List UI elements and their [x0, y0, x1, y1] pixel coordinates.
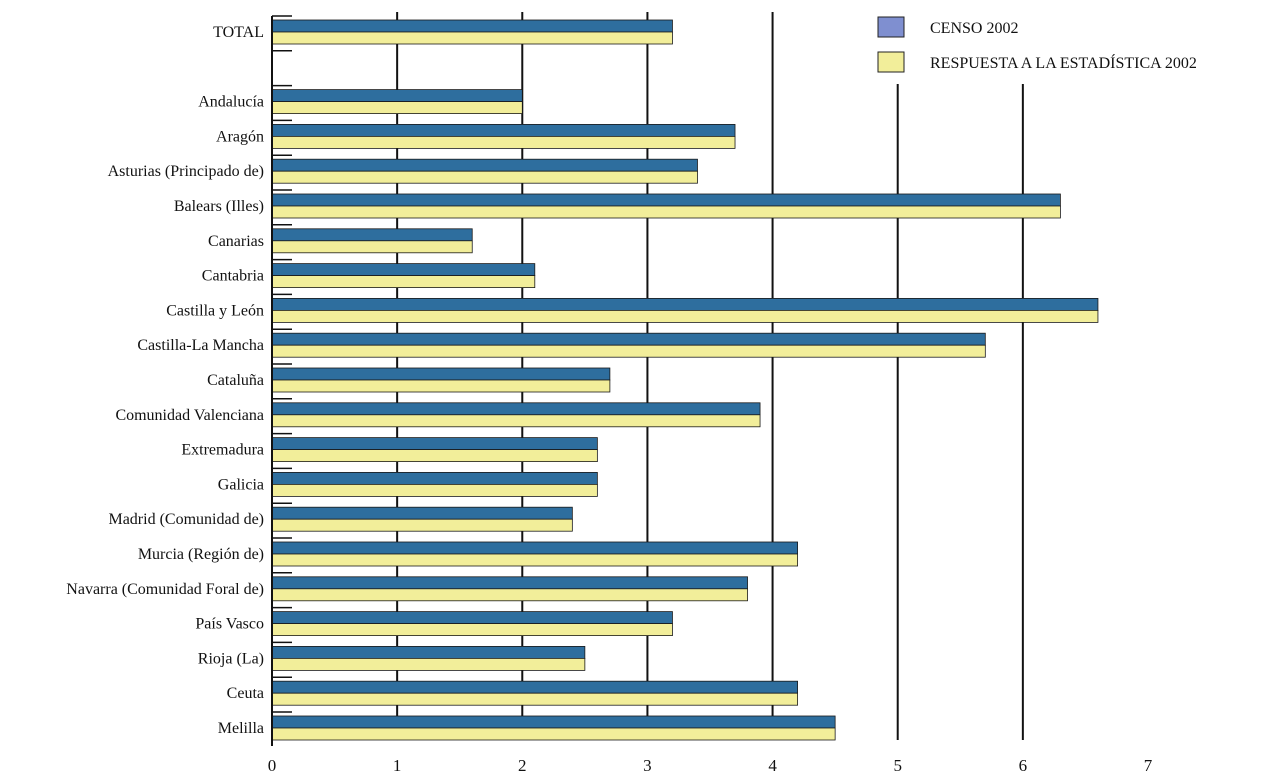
bar-censo — [271, 332, 986, 346]
bar-censo — [271, 263, 536, 277]
bar-respuesta — [271, 727, 836, 741]
category-label: Madrid (Comunidad de) — [108, 511, 264, 528]
x-tick-label: 3 — [643, 756, 652, 774]
bar-censo — [271, 576, 748, 590]
category-label: Asturias (Principado de) — [108, 163, 264, 180]
bar-respuesta — [271, 240, 473, 254]
bar-respuesta — [271, 449, 598, 463]
bar-respuesta — [271, 414, 761, 428]
bar-respuesta — [271, 658, 586, 671]
category-label: Balears (Illes) — [174, 198, 264, 215]
x-tick-label: 4 — [768, 756, 777, 774]
category-label: Aragón — [216, 128, 264, 145]
bar-censo — [271, 402, 761, 416]
category-label: Castilla-La Mancha — [137, 337, 264, 354]
category-label: Rioja (La) — [198, 650, 264, 667]
bar-respuesta — [271, 31, 673, 45]
category-label: Extremadura — [181, 442, 264, 459]
category-label: Ceuta — [227, 685, 264, 702]
bar-respuesta — [271, 101, 523, 114]
bar-censo — [271, 611, 673, 624]
bar-censo — [271, 228, 473, 242]
bar-respuesta — [271, 135, 736, 149]
category-label: Navarra (Comunidad Foral de) — [66, 581, 264, 598]
bar-respuesta — [271, 379, 611, 393]
category-label: País Vasco — [195, 616, 264, 633]
category-labels: TOTAL Andalucía Aragón Asturias (Principado… — [66, 24, 264, 737]
bar-censo — [271, 541, 798, 555]
bar-censo — [271, 19, 673, 33]
legend-label: RESPUESTA A LA ESTADÍSTICA 2002 — [930, 53, 1197, 72]
category-label: Melilla — [218, 720, 264, 737]
x-tick-label: 0 — [268, 756, 277, 774]
bar-respuesta — [271, 205, 1061, 219]
bar-respuesta — [271, 275, 536, 289]
bar-censo — [271, 89, 523, 102]
bar-respuesta — [271, 344, 986, 358]
category-label: Cantabria — [202, 268, 264, 285]
category-label: Castilla y León — [166, 302, 264, 319]
x-tick-label: 7 — [1144, 756, 1153, 774]
bar-censo — [271, 715, 836, 729]
legend-swatch — [877, 51, 905, 73]
x-tick-label: 1 — [393, 756, 402, 774]
bar-respuesta — [271, 588, 748, 602]
category-label: TOTAL — [213, 24, 264, 41]
bar-respuesta — [271, 309, 1099, 323]
x-tick-label: 6 — [1019, 756, 1028, 774]
bar-censo — [271, 471, 598, 485]
bars — [271, 19, 1099, 741]
bar-censo — [271, 124, 736, 137]
bar-respuesta — [271, 518, 573, 532]
bar-censo — [271, 646, 586, 659]
bar-censo — [271, 437, 598, 451]
x-tick-label: 2 — [518, 756, 527, 774]
bar-censo — [271, 680, 798, 694]
bar-respuesta — [271, 170, 698, 184]
category-label: Galicia — [218, 476, 264, 493]
legend-label: CENSO 2002 — [930, 20, 1018, 37]
category-label: Cataluña — [207, 372, 264, 389]
category-label: Andalucía — [198, 94, 264, 111]
x-tick-labels: 0 1 2 3 4 5 6 7 — [268, 756, 1153, 774]
bar-censo — [271, 158, 698, 172]
bar-respuesta — [271, 623, 673, 636]
x-tick-label: 5 — [893, 756, 902, 774]
category-label: Murcia (Región de) — [138, 546, 264, 563]
bar-censo — [271, 297, 1099, 311]
bar-censo — [271, 193, 1061, 207]
legend-swatch — [877, 16, 905, 38]
category-label: Comunidad Valenciana — [115, 407, 264, 424]
bar-respuesta — [271, 692, 798, 706]
axes — [271, 15, 292, 746]
legend: CENSO 2002 RESPUESTA A LA ESTADÍSTICA 200… — [877, 16, 1197, 73]
bar-censo — [271, 367, 611, 381]
category-label: Canarias — [208, 233, 264, 250]
bar-respuesta — [271, 483, 598, 497]
bar-respuesta — [271, 553, 798, 567]
bar-censo — [271, 506, 573, 520]
